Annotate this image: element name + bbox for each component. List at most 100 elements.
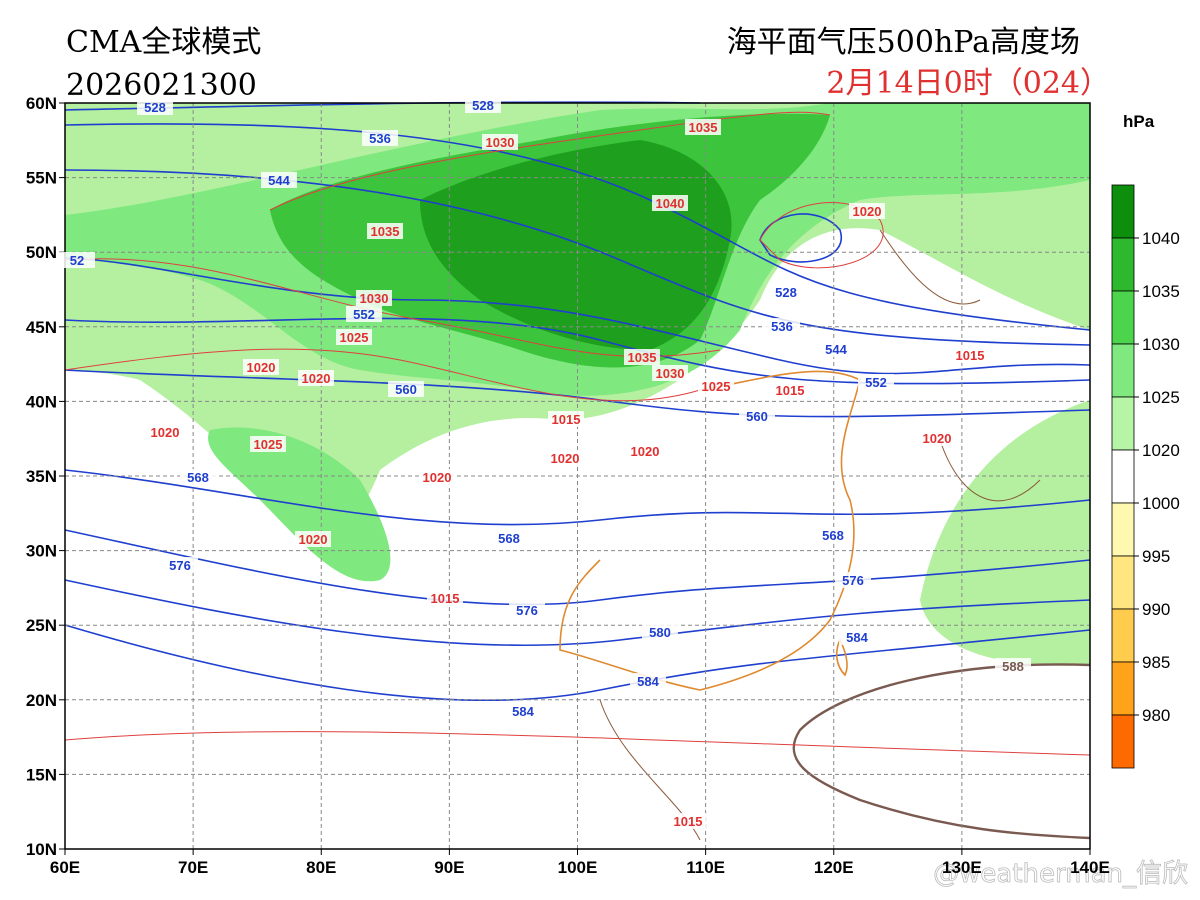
grid (59, 102, 1091, 855)
label-background (162, 557, 198, 573)
label-background (362, 130, 398, 146)
colorbar: 1040 1035 1030 1025 1020 1000 995 990 985 980 (1111, 184, 1180, 769)
contour-label: 588 (1002, 659, 1024, 674)
contour-label: 1020 (631, 444, 660, 459)
contour-label: 536 (369, 131, 391, 146)
label-background (772, 382, 808, 398)
label-background (952, 347, 988, 363)
field-title: 海平面气压500hPa高度场 (727, 25, 1080, 60)
height-contour (64, 529, 1091, 606)
height-contour (759, 213, 843, 263)
label-background (768, 284, 804, 300)
label-background (739, 408, 775, 424)
lon-label: 70E (178, 858, 208, 877)
contour-label: 1035 (689, 120, 718, 135)
lat-label: 35N (26, 467, 57, 486)
pressure-contour (64, 348, 701, 402)
colorbar-label: 1040 (1142, 229, 1180, 248)
contour-label: 544 (825, 342, 847, 357)
contour-label: 568 (822, 528, 844, 543)
colorbar-label: 1025 (1142, 388, 1180, 407)
label-background (839, 629, 875, 645)
label-background (346, 306, 382, 322)
lat-label: 50N (26, 243, 57, 262)
contour-label: 568 (187, 470, 209, 485)
contour-label: 560 (395, 382, 417, 397)
contour-label: 576 (169, 558, 191, 573)
model-title: CMA全球模式 (66, 25, 261, 60)
lat-label: 30N (26, 542, 57, 561)
contour-label: 584 (512, 704, 534, 719)
label-background (858, 374, 894, 390)
contour-label: 580 (649, 625, 671, 640)
height-contour (64, 624, 1091, 702)
label-background (624, 349, 660, 365)
label-background (509, 602, 545, 618)
contour-label: 536 (771, 319, 793, 334)
contour-label: 1015 (431, 591, 460, 606)
lon-label: 60E (50, 858, 80, 877)
lon-label: 80E (306, 858, 336, 877)
height-contour (64, 123, 1091, 331)
map-frame (64, 102, 1091, 850)
contour-label: 1025 (254, 437, 283, 452)
label-background (815, 527, 851, 543)
contour-label: 1020 (923, 431, 952, 446)
label-background (427, 590, 463, 606)
lat-label: 20N (26, 691, 57, 710)
contour-label: 1020 (247, 360, 276, 375)
pressure-contour (64, 258, 721, 358)
label-background (652, 195, 688, 211)
contour-label: 552 (865, 375, 887, 390)
height-contour (64, 257, 1091, 375)
colorbar-segment (1111, 343, 1135, 398)
height-contour (64, 579, 1091, 647)
height-contour-588 (792, 663, 1091, 840)
lon-label: 130E (942, 858, 982, 877)
label-background (835, 572, 871, 588)
contour-label: 1025 (702, 379, 731, 394)
contour-label: 552 (353, 307, 375, 322)
lon-label: 110E (686, 858, 725, 877)
colorbar-label: 990 (1142, 600, 1170, 619)
colorbar-segment (1111, 502, 1135, 557)
label-background (919, 430, 955, 446)
contour-label: 1040 (656, 196, 685, 211)
colorbar-label: 995 (1142, 547, 1170, 566)
contour-label: 560 (746, 409, 768, 424)
colorbar-segment (1111, 237, 1135, 292)
contour-label: 568 (498, 531, 520, 546)
lat-label: 25N (26, 616, 57, 635)
colorbar-label: 1030 (1142, 335, 1180, 354)
colorbar-segment (1111, 555, 1135, 610)
contour-label: 528 (144, 100, 166, 115)
contour-label: 576 (516, 603, 538, 618)
pressure-contour (759, 202, 884, 269)
label-background (849, 203, 885, 219)
contour-label: 1030 (656, 366, 685, 381)
contour-label: 1020 (151, 425, 180, 440)
lat-label: 55N (26, 169, 57, 188)
contour-label: 584 (637, 674, 659, 689)
label-background (627, 443, 663, 459)
colorbar-label: 1020 (1142, 441, 1180, 460)
pressure-fill-1020-east (920, 400, 1090, 666)
label-background (180, 469, 216, 485)
contour-label: 1030 (486, 135, 515, 150)
lat-label: 40N (26, 392, 57, 411)
label-background (295, 531, 331, 547)
contour-label: 1015 (956, 348, 985, 363)
label-background (548, 411, 584, 427)
watermark: @weatherman_信欣 (933, 859, 1188, 889)
label-background (298, 370, 334, 386)
colorbar-unit: hPa (1123, 112, 1155, 131)
lon-label: 90E (434, 858, 464, 877)
contour-label: 528 (775, 285, 797, 300)
contour-labels: 1030103510401035102010301025102010201020… (59, 97, 1031, 829)
init-time: 2026021300 (66, 68, 257, 103)
pressure-fill-1035 (420, 140, 732, 350)
label-background (465, 97, 501, 113)
label-background (652, 365, 688, 381)
colorbar-label: 980 (1142, 706, 1170, 725)
